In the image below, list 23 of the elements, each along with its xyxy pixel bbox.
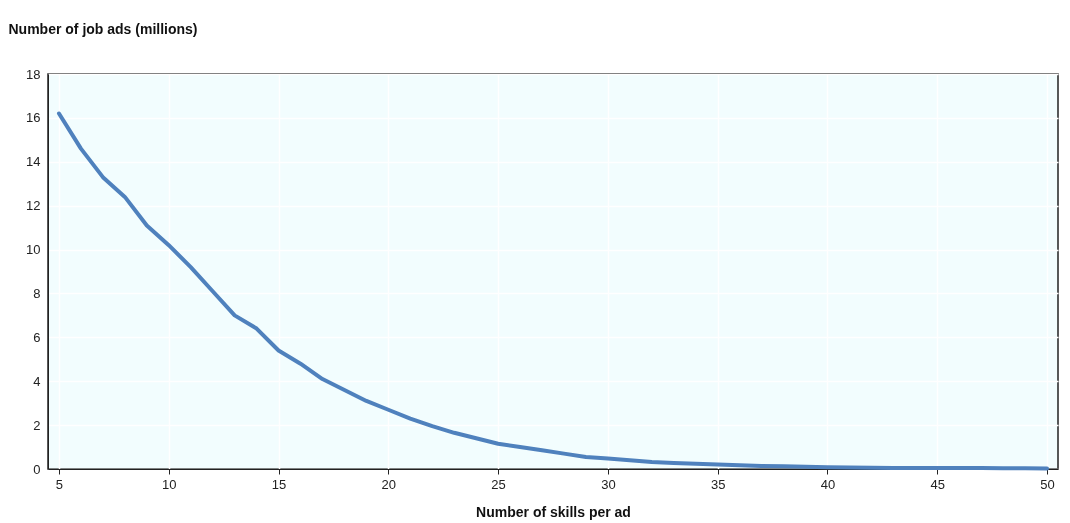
x-tick-label: 10 (162, 476, 177, 492)
y-tick-label: 14 (26, 154, 41, 170)
line-series (56, 111, 1050, 471)
y-tick-label: 8 (33, 285, 41, 301)
x-tick-label: 30 (601, 476, 616, 492)
x-tick-label: 35 (710, 476, 726, 492)
y-tick-label: 4 (33, 373, 41, 389)
x-tick-label: 25 (491, 476, 506, 492)
y-tick-label: 16 (26, 110, 41, 126)
y-tick-label: 12 (26, 198, 41, 214)
x-tick-label: 5 (55, 476, 64, 492)
y-axis-title: Number of job ads (millions) (8, 20, 198, 37)
y-tick-label: 0 (33, 461, 41, 477)
x-tick-label: 50 (1040, 476, 1055, 492)
y-tick-label: 6 (33, 329, 41, 345)
x-tick-label: 15 (271, 476, 287, 492)
x-tick-label: 20 (381, 476, 397, 492)
x-tick-label: 40 (820, 476, 836, 492)
x-tick-label: 45 (930, 476, 945, 492)
y-tick-label: 18 (26, 66, 41, 82)
y-tick-label: 2 (33, 417, 41, 433)
y-tick-label: 10 (26, 242, 41, 258)
x-axis-title: Number of skills per ad (476, 503, 631, 520)
